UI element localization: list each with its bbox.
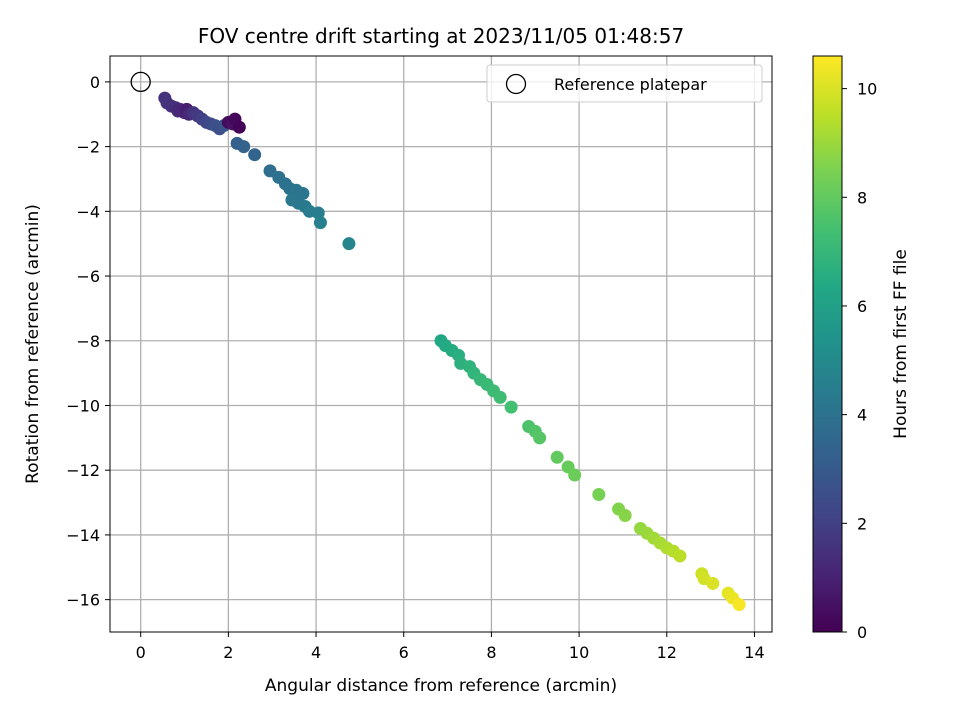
scatter-point [232, 120, 246, 134]
y-ticks: 0 −2 −4 −6 −8 −10 −12 −14 −16 [66, 73, 110, 610]
plot-frame [109, 55, 773, 633]
y-tick-label: −4 [76, 202, 100, 221]
x-ticks: 0 2 4 6 8 10 12 14 [136, 632, 765, 662]
colorbar: 0 2 4 6 8 10 Hours from first FF file [812, 55, 911, 642]
y-tick-label: −16 [66, 591, 100, 610]
colorbar-tick-label: 2 [857, 514, 867, 533]
scatter-point [504, 400, 518, 414]
colorbar-tick-label: 4 [857, 406, 867, 425]
y-tick-label: −6 [76, 267, 100, 286]
scatter-point [342, 237, 356, 251]
y-axis-label: Rotation from reference (arcmin) [23, 204, 43, 484]
chart-title: FOV centre drift starting at 2023/11/05 … [198, 24, 684, 48]
legend-reference-marker [505, 73, 527, 95]
colorbar-tick-label: 0 [857, 623, 867, 642]
y-tick-label: −12 [66, 461, 100, 480]
scatter-point [550, 450, 564, 464]
colorbar-label: Hours from first FF file [891, 249, 911, 439]
x-tick-label: 4 [311, 643, 321, 662]
data-points [130, 71, 746, 611]
colorbar-tick-label: 6 [857, 297, 867, 316]
x-tick-label: 10 [569, 643, 589, 662]
scatter-point [533, 431, 547, 445]
legend-reference-label: Reference platepar [554, 75, 707, 94]
scatter-point [296, 187, 310, 201]
scatter-point [313, 216, 327, 230]
colorbar-ticks: 0 2 4 6 8 10 [842, 80, 877, 642]
x-axis-label: Angular distance from reference (arcmin) [265, 676, 617, 696]
x-tick-label: 8 [486, 643, 496, 662]
scatter-point [248, 148, 262, 162]
y-tick-label: −2 [76, 138, 100, 157]
y-tick-label: −8 [76, 332, 100, 351]
x-tick-label: 0 [136, 643, 146, 662]
x-tick-label: 12 [657, 643, 677, 662]
scatter-point [493, 390, 507, 404]
scatter-point [311, 206, 325, 220]
x-tick-label: 14 [744, 643, 764, 662]
y-tick-label: −14 [66, 526, 100, 545]
scatter-point [673, 549, 687, 563]
legend-box [486, 64, 763, 103]
colorbar-tick-label: 8 [857, 188, 867, 207]
scatter-point [732, 597, 746, 611]
colorbar-gradient [812, 55, 843, 633]
reference-point-marker [130, 71, 151, 93]
scatter-point [618, 509, 632, 523]
y-tick-label: −10 [66, 396, 100, 415]
scatter-point [592, 487, 606, 501]
legend: Reference platepar [486, 64, 763, 103]
colorbar-tick-label: 10 [857, 80, 877, 99]
scatter-point [568, 468, 582, 482]
x-tick-label: 6 [399, 643, 409, 662]
y-tick-label: 0 [90, 73, 100, 92]
scatter-point [237, 140, 251, 154]
x-tick-label: 2 [223, 643, 233, 662]
scatter-point [706, 576, 720, 590]
